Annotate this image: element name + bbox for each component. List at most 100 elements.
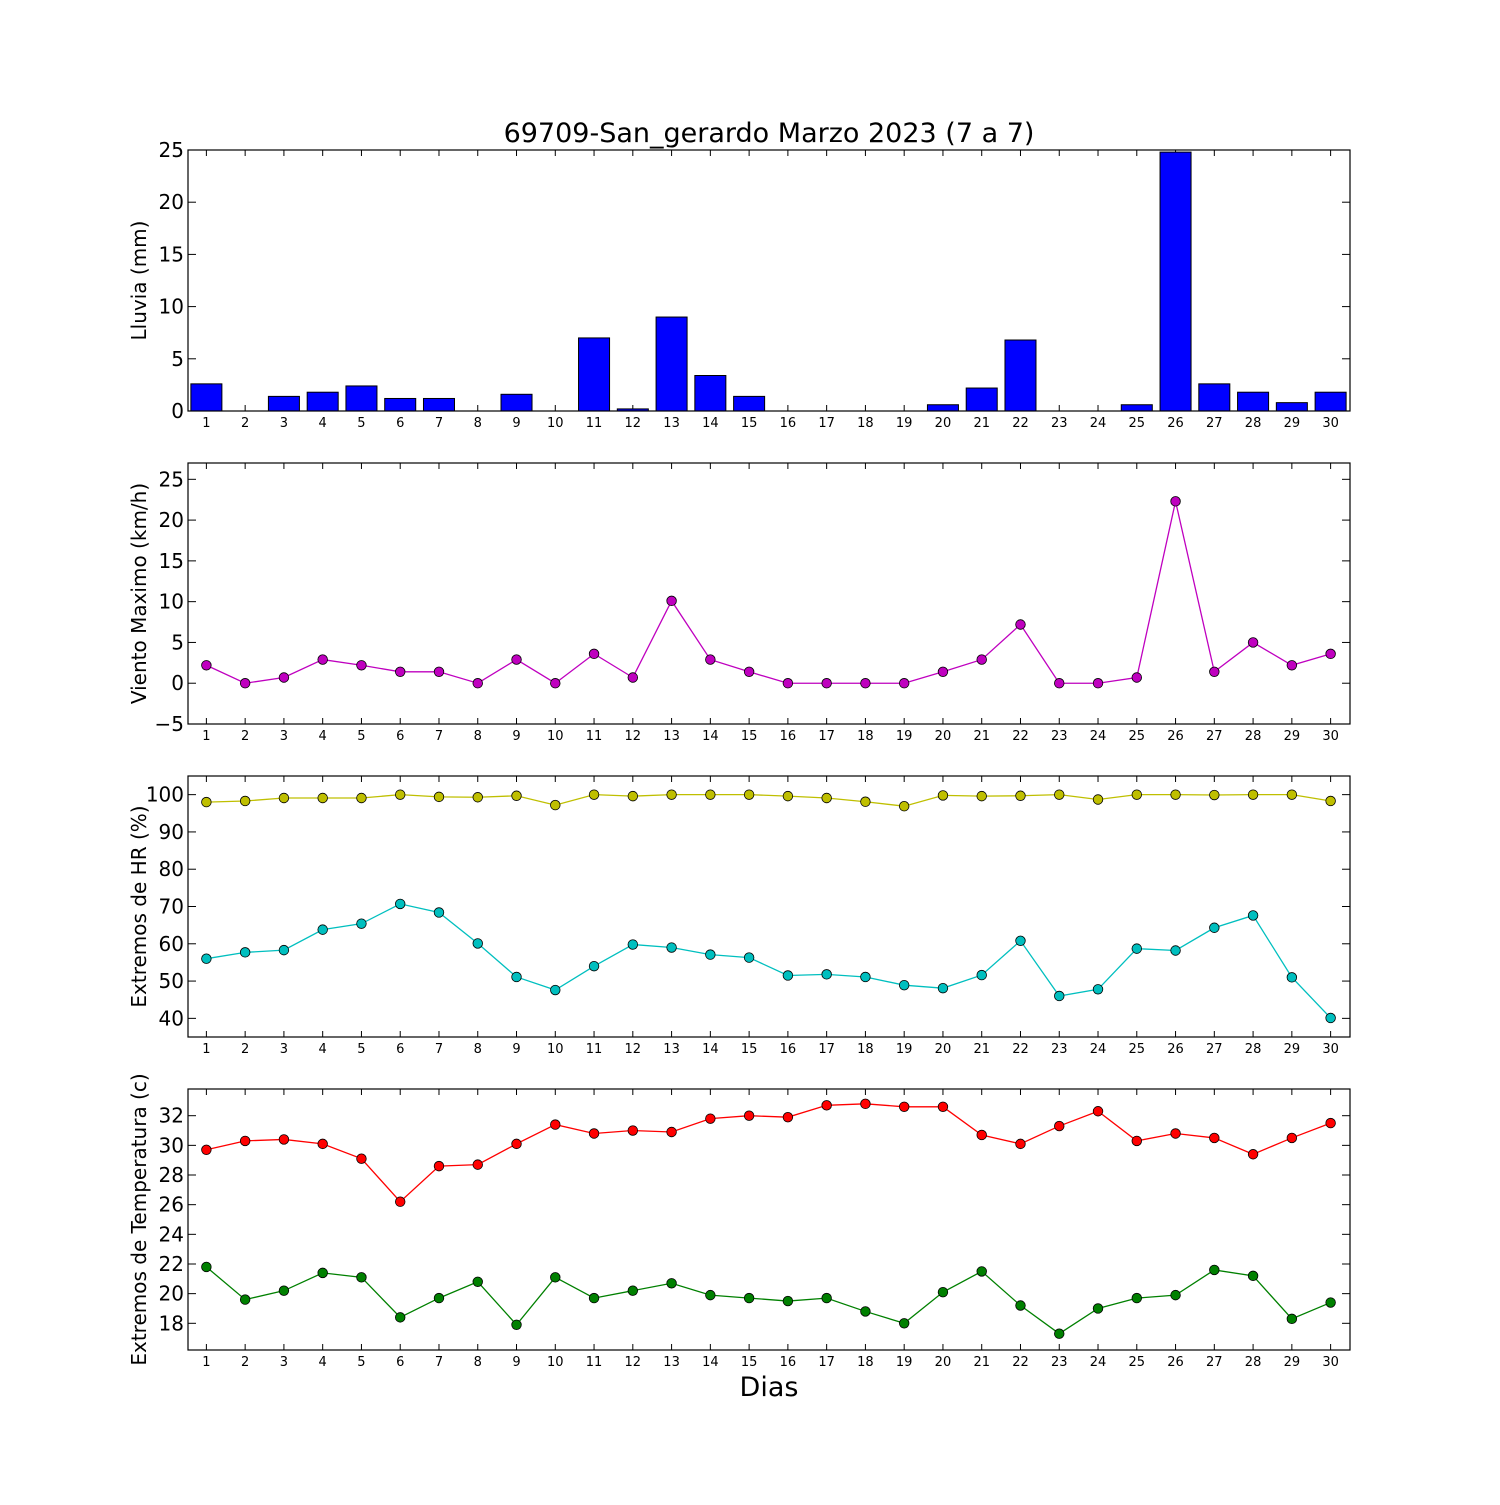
data-point (550, 799, 561, 811)
bar (694, 375, 727, 412)
series-line (206, 501, 1331, 685)
x-tick-label: 13 (663, 1355, 680, 1370)
x-tick-label: 3 (280, 729, 288, 744)
data-point (356, 792, 367, 804)
x-tick-label: 27 (1206, 416, 1223, 431)
y-tick-label: 0 (171, 671, 184, 695)
x-tick-label: 2 (241, 416, 249, 431)
data-point (860, 1098, 871, 1110)
data-point (1054, 1328, 1065, 1339)
x-tick-label: 23 (1051, 416, 1068, 431)
y-tick-label: 10 (159, 590, 184, 614)
data-point (278, 672, 290, 683)
data-point (1286, 972, 1298, 983)
data-point (1092, 794, 1104, 805)
y-tick-label: 90 (159, 820, 184, 844)
data-point (743, 789, 755, 800)
data-point (1131, 789, 1142, 800)
x-tick-label: 16 (780, 729, 797, 744)
x-tick-label: 14 (702, 416, 719, 431)
data-point (821, 678, 832, 689)
x-tick-label: 21 (973, 729, 990, 744)
data-point (317, 924, 328, 935)
data-point (239, 795, 251, 807)
data-point (976, 969, 987, 981)
x-tick-label: 16 (780, 416, 797, 431)
x-tick-label: 25 (1129, 1042, 1146, 1057)
data-point (550, 678, 561, 689)
data-point (1015, 790, 1026, 801)
data-point (317, 654, 328, 665)
x-tick-label: 26 (1167, 416, 1184, 431)
data-point (666, 942, 677, 953)
y-tick-label: 10 (159, 295, 184, 319)
y-tick-label: 20 (159, 190, 184, 214)
data-point (1247, 1270, 1259, 1282)
x-tick-label: 19 (896, 1042, 913, 1057)
data-point (1325, 795, 1336, 807)
x-tick-label: 20 (935, 1042, 952, 1057)
bar (578, 337, 611, 412)
y-tick-label: 30 (159, 1133, 184, 1157)
data-point (511, 654, 522, 665)
data-point (705, 1289, 716, 1301)
data-point (1170, 1128, 1181, 1139)
y-tick-label: 15 (159, 242, 184, 266)
y-axis-label: Viento Maximo (km/h) (127, 483, 151, 704)
x-tick-label: 29 (1284, 1042, 1301, 1057)
x-tick-label: 12 (625, 729, 642, 744)
y-tick-label: 5 (171, 347, 184, 371)
x-tick-label: 13 (663, 729, 680, 744)
y-axis-label: Extremos de Temperatura (c) (127, 1073, 151, 1365)
x-tick-label: 11 (586, 1042, 603, 1057)
bar (965, 387, 998, 412)
data-point (1092, 1106, 1104, 1117)
x-tick-label: 21 (973, 1355, 990, 1370)
data-point (588, 648, 600, 660)
data-point (782, 790, 794, 802)
data-point (976, 654, 987, 665)
x-tick-label: 27 (1206, 1355, 1223, 1370)
bar (345, 385, 378, 412)
x-tick-label: 17 (818, 729, 835, 744)
y-tick-label: 25 (159, 467, 184, 491)
x-tick-label: 9 (512, 1355, 520, 1370)
data-point (317, 1138, 328, 1150)
x-tick-label: 28 (1245, 729, 1262, 744)
x-tick-label: 3 (280, 1355, 288, 1370)
x-tick-label: 5 (357, 729, 365, 744)
x-tick-label: 18 (857, 729, 874, 744)
data-point (821, 969, 832, 980)
data-point (588, 960, 600, 972)
x-tick-label: 16 (780, 1042, 797, 1057)
x-tick-label: 4 (319, 729, 327, 744)
data-point (782, 970, 794, 981)
data-point (821, 1292, 832, 1304)
data-point (1209, 1132, 1220, 1144)
bar (1275, 402, 1308, 412)
x-tick-label: 20 (935, 1355, 952, 1370)
data-point (278, 1285, 290, 1296)
data-point (201, 660, 212, 671)
x-tick-label: 12 (625, 416, 642, 431)
x-tick-label: 7 (435, 1042, 443, 1057)
data-point (1015, 1138, 1026, 1150)
x-tick-label: 11 (586, 416, 603, 431)
x-tick-label: 3 (280, 416, 288, 431)
data-point (898, 979, 910, 991)
x-tick-label: 22 (1012, 729, 1029, 744)
data-point (356, 1272, 367, 1283)
x-tick-label: 12 (625, 1355, 642, 1370)
data-point (860, 678, 871, 689)
bar (306, 391, 339, 412)
data-point (356, 1153, 367, 1164)
data-point (1131, 1292, 1142, 1304)
data-point (1325, 648, 1336, 660)
x-tick-label: 8 (474, 416, 482, 431)
bar (926, 404, 959, 412)
x-tick-label: 29 (1284, 729, 1301, 744)
series-line (206, 793, 1331, 807)
x-tick-label: 17 (818, 416, 835, 431)
plot-frame (187, 775, 1351, 1038)
x-tick-label: 24 (1090, 1042, 1107, 1057)
